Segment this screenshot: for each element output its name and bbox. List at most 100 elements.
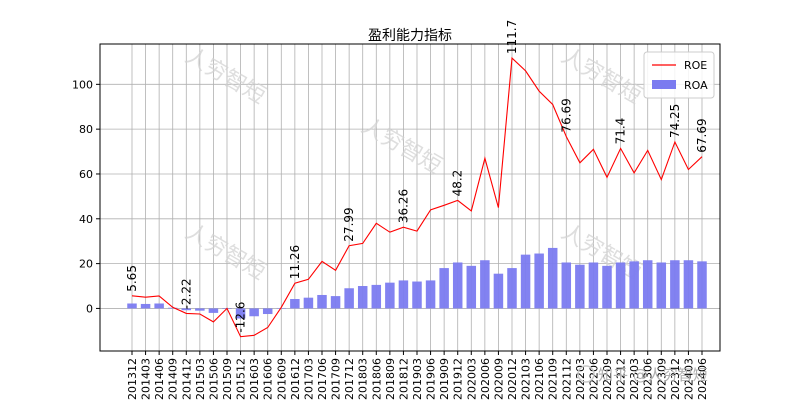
- roe-data-label: 76.69: [559, 98, 573, 132]
- roa-bar: [385, 282, 395, 309]
- legend-roa-label: ROA: [684, 79, 708, 92]
- roa-bar: [249, 308, 259, 317]
- x-tick-label: 201812: [397, 358, 410, 400]
- x-tick-label: 202003: [465, 358, 478, 400]
- x-tick-label: 201903: [411, 358, 424, 400]
- roa-bar: [425, 280, 436, 309]
- x-tick-label: 201409: [167, 358, 180, 400]
- x-tick-label: 201909: [438, 358, 451, 400]
- roa-bar: [330, 296, 341, 309]
- x-tick-label: 202009: [492, 358, 505, 400]
- roa-bar: [642, 260, 653, 309]
- roa-bar: [656, 262, 667, 309]
- x-tick-label: 202012: [506, 358, 519, 400]
- legend: ROE ROA: [643, 51, 715, 99]
- x-tick-label: 202103: [520, 358, 533, 400]
- roa-bars: [127, 247, 707, 319]
- y-tick-label: 60: [79, 168, 93, 181]
- x-tick-label: 202312: [669, 358, 682, 400]
- x-tick-label: 202112: [560, 358, 573, 400]
- x-tick-label: 201612: [289, 358, 302, 400]
- roa-bar: [615, 262, 626, 309]
- x-tick-label: 202109: [547, 358, 560, 400]
- x-tick-label: 201509: [221, 358, 234, 400]
- roe-data-label: 74.25: [668, 104, 682, 138]
- roa-bar: [140, 303, 151, 309]
- roa-bar: [357, 286, 368, 309]
- roa-bar: [480, 260, 490, 309]
- x-tick-label: 201609: [275, 358, 288, 400]
- x-tick-label: 202403: [682, 358, 695, 400]
- roa-bar: [493, 273, 504, 309]
- roa-bar: [534, 253, 544, 309]
- roa-bar: [683, 260, 694, 309]
- x-tick-label: 201603: [248, 358, 261, 400]
- roe-data-label: 111.7: [505, 20, 519, 54]
- x-tick-label: 201906: [425, 358, 438, 400]
- x-tick-label: 202209: [601, 358, 614, 400]
- roa-bar: [181, 308, 192, 311]
- x-tick-label: 201706: [316, 358, 329, 400]
- x-tick-label: 201712: [343, 358, 356, 400]
- roa-bar: [697, 261, 707, 309]
- x-tick-label: 202212: [615, 358, 628, 400]
- plot-frame: [99, 43, 721, 352]
- x-tick-label: 201503: [194, 358, 207, 400]
- x-tick-label: 202306: [642, 358, 655, 400]
- x-tick-label: 201512: [235, 358, 248, 400]
- x-tick-label: 201912: [452, 358, 465, 400]
- roe-data-label: -2.22: [179, 278, 193, 309]
- roa-bar: [290, 299, 300, 309]
- roe-data-label: 71.4: [614, 118, 628, 145]
- x-tick-label: 202303: [628, 358, 641, 400]
- watermark-text: 人穷智短: [181, 220, 270, 286]
- x-tick-label: 201412: [180, 358, 193, 400]
- x-tick-label: 202406: [696, 358, 709, 400]
- roa-bar: [303, 297, 314, 309]
- roe-data-label: 48.2: [451, 170, 465, 197]
- roa-bar: [127, 303, 137, 309]
- roa-bar: [588, 262, 599, 309]
- y-tick-label: 40: [79, 213, 93, 226]
- roa-bar: [629, 261, 639, 309]
- roa-bar: [466, 265, 477, 309]
- x-tick-label: 201803: [357, 358, 370, 400]
- roe-data-label: 27.99: [342, 207, 356, 241]
- roe-data-label: 36.26: [396, 189, 410, 223]
- zhihu-logo-icon: [577, 365, 595, 383]
- roa-bar: [317, 294, 327, 309]
- x-tick-label: 201312: [126, 358, 139, 400]
- x-tick-label: 201709: [330, 358, 343, 400]
- x-tick-label: 202006: [479, 358, 492, 400]
- roe-line-layer: [131, 56, 703, 338]
- roa-bar: [670, 260, 680, 309]
- roe-data-label: 5.65: [125, 265, 139, 292]
- roe-data-label: 11.26: [288, 245, 302, 279]
- roa-bar: [371, 284, 382, 309]
- roa-bar: [439, 268, 449, 309]
- roa-bar: [154, 303, 164, 309]
- roe-data-label: -12.6: [234, 302, 248, 333]
- roa-bar: [398, 280, 409, 309]
- roe-line: [131, 56, 703, 338]
- data-label-layer: 5.65 -2.22 -12.6 11.26 27.99 36.26 48.2 111.7 76…: [125, 20, 709, 333]
- x-tick-label: 201506: [207, 358, 220, 400]
- roa-bar: [262, 308, 273, 315]
- roa-bar: [561, 262, 572, 309]
- roa-bar: [208, 308, 219, 313]
- y-tick-label: 100: [72, 78, 93, 91]
- x-tick-label: 202309: [655, 358, 668, 400]
- x-tick-label: 202206: [587, 358, 600, 400]
- corner-watermark: 知乎 @人穷智短: [577, 365, 708, 384]
- x-tick-label: 202106: [533, 358, 546, 400]
- legend-roe-label: ROE: [684, 59, 707, 72]
- x-tick-label: 201406: [153, 358, 166, 400]
- chart-title: 盈利能力指标: [368, 28, 452, 44]
- y-tick-label: 80: [79, 123, 93, 136]
- watermark-text: 人穷智短: [357, 114, 446, 180]
- roa-bar: [452, 262, 463, 309]
- y-tick-label: 0: [86, 302, 93, 315]
- x-tick-label: 201403: [140, 358, 153, 400]
